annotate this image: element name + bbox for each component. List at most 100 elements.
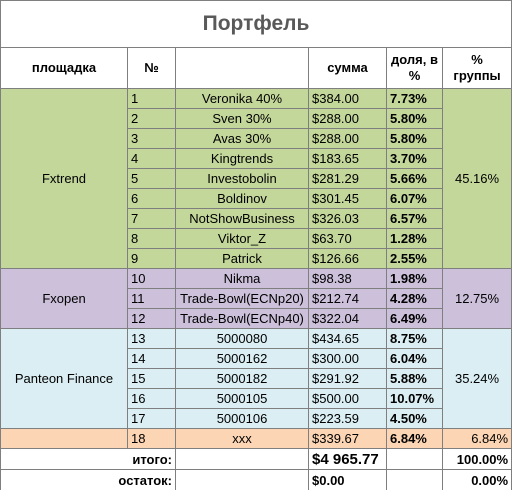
number: 4 <box>127 148 176 169</box>
share: 6.49% <box>386 308 443 329</box>
account: NotShowBusiness <box>175 208 309 229</box>
row: 15 5000182 $291.92 5.88% <box>0 368 512 389</box>
sum: $326.03 <box>308 208 387 229</box>
number: 10 <box>127 268 176 289</box>
total-pct: 100.00% <box>441 448 512 470</box>
share: 6.07% <box>386 188 443 209</box>
row: 18 xxx $339.67 6.84% 6.84% <box>0 428 512 449</box>
account: Trade-Bowl(ECNp40) <box>175 308 309 329</box>
share: 2.55% <box>386 248 443 269</box>
total-sum: $4 965.77 <box>308 448 387 470</box>
sum: $212.74 <box>308 288 387 309</box>
number: 2 <box>127 108 176 129</box>
account: Viktor_Z <box>175 228 309 249</box>
number: 7 <box>127 208 176 229</box>
share: 4.50% <box>386 408 443 429</box>
group-share: 6.84% <box>441 428 512 449</box>
sum: $434.65 <box>308 328 387 349</box>
row: Fxtrend 1 Veronika 40% $384.00 7.73% 45.16% <box>0 88 512 269</box>
sum: $291.92 <box>308 368 387 389</box>
blank <box>386 448 443 470</box>
row: 14 5000162 $300.00 6.04% <box>0 348 512 369</box>
platform: Fxopen <box>0 268 128 329</box>
row: итого: $4 965.77 100.00% <box>0 448 512 470</box>
header-cell: доля, в % <box>386 47 443 89</box>
group-share: 35.24% <box>441 328 512 429</box>
number: 1 <box>127 88 176 109</box>
row: 8 Viktor_Z $63.70 1.28% <box>0 228 512 249</box>
share: 5.88% <box>386 368 443 389</box>
account: Veronika 40% <box>175 88 309 109</box>
row: 12 Trade-Bowl(ECNp40) $322.04 6.49% <box>0 308 512 329</box>
sum: $281.29 <box>308 168 387 189</box>
account: Trade-Bowl(ECNp20) <box>175 288 309 309</box>
sum: $500.00 <box>308 388 387 409</box>
account: Investobolin <box>175 168 309 189</box>
row: 3 Avas 30% $288.00 5.80% <box>0 128 512 149</box>
row: 5 Investobolin $281.29 5.66% <box>0 168 512 189</box>
account: Patrick <box>175 248 309 269</box>
number: 8 <box>127 228 176 249</box>
account: Avas 30% <box>175 128 309 149</box>
number: 14 <box>127 348 176 369</box>
row: Fxopen 10 Nikma $98.38 1.98% 12.75% <box>0 268 512 329</box>
group-share: 45.16% <box>441 88 512 269</box>
platform: Panteon Finance <box>0 328 128 429</box>
group-share: 12.75% <box>441 268 512 329</box>
share: 5.80% <box>386 108 443 129</box>
share: 1.28% <box>386 228 443 249</box>
sum: $223.59 <box>308 408 387 429</box>
number: 3 <box>127 128 176 149</box>
number: 5 <box>127 168 176 189</box>
blank <box>386 469 443 490</box>
platform: Fxtrend <box>0 88 128 269</box>
header-cell: % группы <box>441 47 512 89</box>
sum: $98.38 <box>308 268 387 289</box>
number: 9 <box>127 248 176 269</box>
account: 5000106 <box>175 408 309 429</box>
number: 12 <box>127 308 176 329</box>
sum: $300.00 <box>308 348 387 369</box>
share: 5.80% <box>386 128 443 149</box>
sum: $126.66 <box>308 248 387 269</box>
number: 11 <box>127 288 176 309</box>
row: 6 Boldinov $301.45 6.07% <box>0 188 512 209</box>
title: Портфель <box>0 0 512 48</box>
row: остаток: $0.00 0.00% <box>0 469 512 490</box>
account: 5000182 <box>175 368 309 389</box>
sum: $288.00 <box>308 128 387 149</box>
account: Kingtrends <box>175 148 309 169</box>
row: 4 Kingtrends $183.65 3.70% <box>0 148 512 169</box>
share: 5.66% <box>386 168 443 189</box>
row: 17 5000106 $223.59 4.50% <box>0 408 512 429</box>
sum: $301.45 <box>308 188 387 209</box>
sum: $63.70 <box>308 228 387 249</box>
row: 7 NotShowBusiness $326.03 6.57% <box>0 208 512 229</box>
share: 4.28% <box>386 288 443 309</box>
number: 13 <box>127 328 176 349</box>
number: 17 <box>127 408 176 429</box>
header-cell <box>175 47 309 89</box>
row: 16 5000105 $500.00 10.07% <box>0 388 512 409</box>
account: 5000162 <box>175 348 309 369</box>
account: Boldinov <box>175 188 309 209</box>
share: 3.70% <box>386 148 443 169</box>
share: 6.57% <box>386 208 443 229</box>
blank <box>175 448 309 470</box>
share: 1.98% <box>386 268 443 289</box>
number: 18 <box>127 428 176 449</box>
share: 10.07% <box>386 388 443 409</box>
share: 8.75% <box>386 328 443 349</box>
row: 11 Trade-Bowl(ECNp20) $212.74 4.28% <box>0 288 512 309</box>
account: Sven 30% <box>175 108 309 129</box>
sum: $183.65 <box>308 148 387 169</box>
share: 6.04% <box>386 348 443 369</box>
number: 15 <box>127 368 176 389</box>
account: xxx <box>175 428 309 449</box>
sum: $339.67 <box>308 428 387 449</box>
sum: $322.04 <box>308 308 387 329</box>
header-cell: сумма <box>308 47 387 89</box>
number: 16 <box>127 388 176 409</box>
